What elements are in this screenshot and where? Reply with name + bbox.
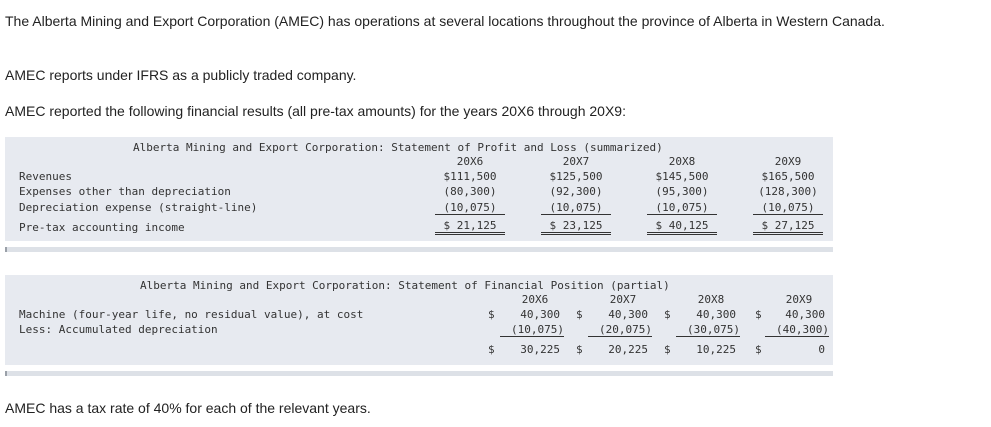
fp-year-20x8: 20X8 [697,293,725,306]
pl-expenses-label: Expenses other than depreciation [19,185,231,198]
profit-loss-table-background [5,137,833,241]
intro-paragraph: The Alberta Mining and Export Corporatio… [5,13,885,29]
pl-year-20x8: 20X8 [668,155,696,168]
fp-year-20x9: 20X9 [785,293,813,306]
fp-machine-20x8: 40,300 [696,308,736,321]
results-intro-paragraph: AMEC reported the following financial re… [5,103,626,119]
pl-expenses-20x6: (80,300) [443,185,497,198]
profit-loss-scrollbar[interactable] [5,247,833,252]
pl-depreciation-20x6: (10,075) [435,201,505,215]
tax-rate-paragraph: AMEC has a tax rate of 40% for each of t… [5,400,371,416]
fp-machine-label: Machine (four-year life, no residual val… [19,308,364,321]
pl-depreciation-20x7: (10,075) [541,201,611,215]
pl-expenses-20x7: (92,300) [549,185,603,198]
fp-net-20x6: 30,225 [520,343,560,356]
fp-machine-dollar-20x6: $ [488,308,495,321]
pl-expenses-20x8: (95,300) [655,185,709,198]
fp-net-dollar-20x6: $ [488,343,495,356]
pl-pretax-income-20x6: $ 21,125 [435,219,505,235]
pl-depreciation-20x9: (10,075) [753,201,823,215]
ifrs-paragraph: AMEC reports under IFRS as a publicly tr… [5,67,357,83]
pl-year-20x7: 20X7 [562,155,590,168]
pl-revenues-label: Revenues [19,170,72,183]
fp-accdep-20x6: (10,075) [500,323,564,337]
pl-revenues-20x9: $165,500 [761,170,815,183]
pl-pretax-income-20x9: $ 27,125 [753,219,823,235]
fp-net-20x8: 10,225 [696,343,736,356]
fp-accumulated-depreciation-label: Less: Accumulated depreciation [19,323,218,336]
fp-accdep-20x7: (20,075) [588,323,652,337]
fp-accdep-20x8: (30,075) [676,323,740,337]
profit-loss-table: Alberta Mining and Export Corporation: S… [5,137,833,257]
pl-pretax-income-20x8: $ 40,125 [647,219,717,235]
financial-position-title: Alberta Mining and Export Corporation: S… [140,279,670,292]
fp-year-20x6: 20X6 [521,293,549,306]
fp-machine-20x6: 40,300 [520,308,560,321]
financial-position-scrollbar[interactable] [5,371,833,376]
financial-position-table-background [5,275,833,365]
fp-machine-dollar-20x8: $ [664,308,671,321]
pl-revenues-20x6: $111,500 [443,170,497,183]
fp-machine-20x9: 40,300 [785,308,825,321]
fp-net-dollar-20x9: $ [755,343,762,356]
fp-net-dollar-20x7: $ [576,343,583,356]
pl-year-20x6: 20X6 [456,155,484,168]
pl-expenses-20x9: (128,300) [758,185,818,198]
pl-year-20x9: 20X9 [774,155,802,168]
profit-loss-title: Alberta Mining and Export Corporation: S… [133,141,663,154]
fp-net-20x7: 20,225 [608,343,648,356]
pl-pretax-income-label: Pre-tax accounting income [19,221,185,234]
fp-accdep-20x9: (40,300) [765,323,829,337]
pl-pretax-income-20x7: $ 23,125 [541,219,611,235]
pl-depreciation-20x8: (10,075) [647,201,717,215]
fp-machine-20x7: 40,300 [608,308,648,321]
pl-depreciation-label: Depreciation expense (straight-line) [19,201,258,214]
fp-net-20x9: 0 [818,343,825,356]
fp-year-20x7: 20X7 [609,293,637,306]
pl-revenues-20x8: $145,500 [655,170,709,183]
pl-revenues-20x7: $125,500 [549,170,603,183]
fp-machine-dollar-20x7: $ [576,308,583,321]
fp-net-dollar-20x8: $ [664,343,671,356]
fp-machine-dollar-20x9: $ [755,308,762,321]
financial-position-table: Alberta Mining and Export Corporation: S… [5,275,833,385]
